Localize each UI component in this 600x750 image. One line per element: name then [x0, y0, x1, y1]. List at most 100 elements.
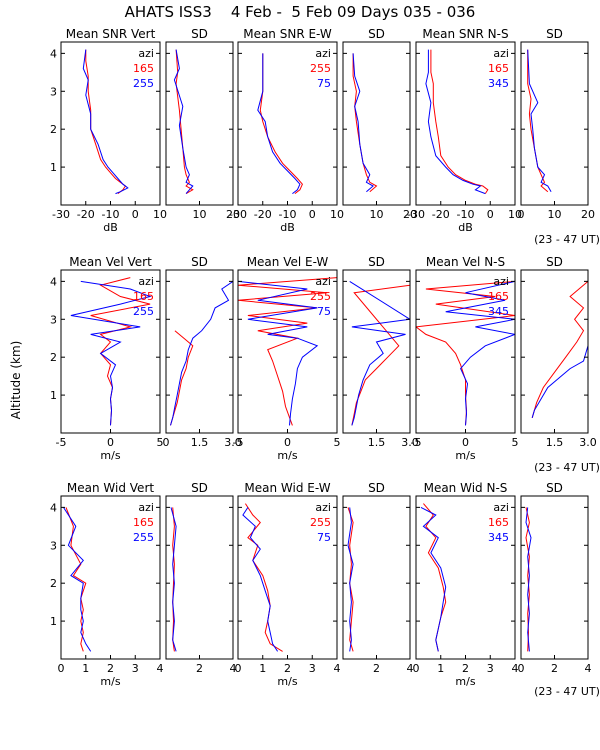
x-tick-label: 3.0: [401, 436, 419, 449]
series-line-165: [430, 49, 489, 194]
panel-16: SD 2 4: [342, 481, 414, 675]
legend-title: azi: [493, 275, 509, 288]
series-group: [352, 53, 378, 193]
x-axis-label: m/s: [100, 675, 120, 688]
x-tick-label: 1: [82, 662, 89, 675]
series-line-255: [63, 507, 92, 652]
x-tick-label: 10: [370, 208, 384, 221]
series-line-blue-2: [527, 49, 552, 192]
x-tick-label: 10: [548, 208, 562, 221]
x-axis-label: m/s: [100, 449, 120, 462]
x-tick-label: -5: [233, 436, 244, 449]
series-line-255: [238, 277, 337, 426]
series-line-blue-2: [173, 49, 194, 194]
x-tick-label: 0: [518, 662, 525, 675]
legend-entry: 255: [133, 531, 154, 544]
series-line-255: [82, 49, 129, 195]
x-tick-label: 0: [163, 436, 170, 449]
legend-entry: 255: [310, 62, 331, 75]
y-tick-label: 1: [50, 615, 57, 628]
series-line-blue-2: [170, 507, 177, 652]
series-group: [425, 49, 489, 195]
panel-18: SD 0 2 4: [518, 481, 592, 675]
series-line-red-1: [352, 53, 378, 193]
x-tick-label: 10: [508, 208, 522, 221]
x-tick-label: 3: [487, 662, 494, 675]
x-tick-label: 0: [413, 662, 420, 675]
legend-entry: 255: [310, 290, 331, 303]
legend-entry: 345: [488, 531, 509, 544]
panel-frame: [165, 495, 234, 660]
x-tick-label: 0: [107, 436, 114, 449]
series-line-red-1: [351, 284, 410, 426]
series-group: [531, 281, 588, 418]
legend-entry: 165: [133, 62, 154, 75]
x-tick-label: 4: [157, 662, 164, 675]
x-tick-label: 0: [284, 436, 291, 449]
panel-title: SD: [546, 255, 563, 269]
x-tick-label: 4: [334, 662, 341, 675]
series-line-red-1: [175, 49, 194, 195]
series-group: [349, 280, 410, 426]
x-tick-label: 5: [157, 436, 164, 449]
series-line-blue-2: [525, 507, 532, 652]
series-group: [70, 277, 152, 426]
x-tick-label: 2: [107, 662, 114, 675]
series-line-red-1: [531, 281, 588, 418]
x-tick-label: 0: [58, 662, 65, 675]
panel-17: Mean Wid N-S 0 1 2 3 4 m/s azi 165 345: [413, 481, 519, 688]
y-tick-label: 1: [50, 161, 57, 174]
panel-frame: [520, 269, 589, 434]
x-tick-label: 1: [259, 662, 266, 675]
legend-entry: 255: [310, 516, 331, 529]
series-line-255: [259, 53, 303, 194]
y-tick-label: 3: [50, 539, 57, 552]
x-tick-label: 0: [309, 208, 316, 221]
legend-title: azi: [315, 275, 331, 288]
panel-title: Mean Vel N-S: [426, 255, 505, 269]
legend-title: azi: [138, 501, 154, 514]
panel-title: SD: [368, 255, 385, 269]
x-tick-label: -30: [52, 208, 70, 221]
panel-15: Mean Wid E-W 0 1 2 3 4 m/s azi 255 75: [235, 481, 341, 688]
panel-title: Mean Vel Vert: [69, 255, 152, 269]
panel-2: SD 10 20: [165, 27, 240, 221]
panel-frame: [342, 269, 411, 434]
legend-title: azi: [493, 47, 509, 60]
legend-entry: 165: [488, 62, 509, 75]
series-line-255: [244, 503, 283, 652]
x-tick-label: 2: [196, 662, 203, 675]
panel-title: SD: [546, 27, 563, 41]
panel-7: Mean Vel Vert 1 2 3 4 -5 0 5 m/s azi 165 255: [50, 255, 164, 462]
panel-8: SD 0 1.5 3.0: [163, 255, 242, 449]
x-tick-label: 1: [437, 662, 444, 675]
y-tick-label: 4: [50, 275, 57, 288]
panel-6: SD 0 10 20: [518, 27, 596, 221]
x-axis-label: dB: [280, 221, 295, 234]
legend-entry: 255: [133, 305, 154, 318]
series-line-255: [70, 280, 152, 426]
legend-entry: 255: [133, 77, 154, 90]
panel-frame: [520, 41, 589, 206]
series-group: [242, 503, 283, 652]
y-tick-label: 2: [50, 123, 57, 136]
legend-title: azi: [138, 275, 154, 288]
panel-title: Mean Wid Vert: [67, 481, 154, 495]
y-tick-label: 3: [50, 313, 57, 326]
panel-frame: [165, 41, 234, 206]
series-line-blue-2: [349, 280, 410, 426]
series-line-165: [423, 503, 447, 652]
x-tick-label: 5: [512, 436, 519, 449]
x-tick-label: 2: [551, 662, 558, 675]
series-group: [420, 503, 447, 652]
x-tick-label: -20: [254, 208, 272, 221]
panel-14: SD 2 4: [165, 481, 237, 675]
x-tick-label: 3: [309, 662, 316, 675]
legend-entry: 165: [488, 290, 509, 303]
ut-note-row-1: (23 - 47 UT): [534, 233, 600, 246]
panel-12: SD 1.5 3.0: [520, 255, 597, 449]
panel-frame: [165, 269, 234, 434]
x-tick-label: 3: [132, 662, 139, 675]
